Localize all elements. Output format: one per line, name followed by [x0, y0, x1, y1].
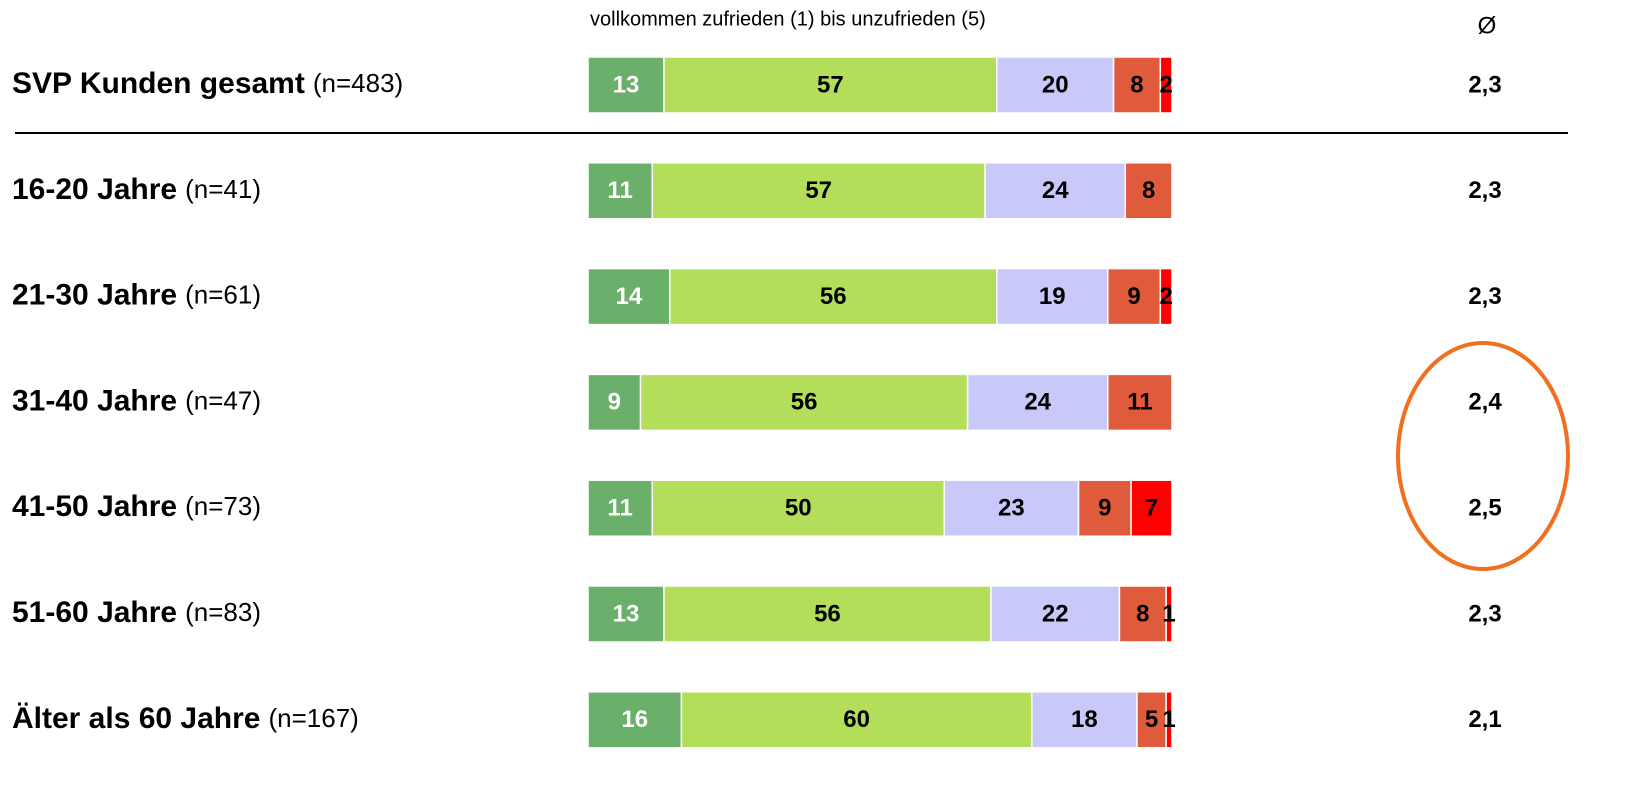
value-label: 50 [785, 495, 812, 522]
bar-segment [1159, 56, 1173, 114]
average-label: 2,3 [1468, 600, 1501, 627]
value-label: 56 [820, 283, 847, 310]
average-label: 2,3 [1468, 177, 1501, 204]
bar-segment [1165, 691, 1173, 749]
average-label: 2,3 [1468, 283, 1501, 310]
value-label: 16 [621, 706, 648, 733]
bar-segment [996, 56, 1115, 114]
value-label: 1 [1162, 600, 1175, 627]
category: 21-30 Jahre [12, 279, 177, 312]
bar-segment [1031, 691, 1138, 749]
value-label: 7 [1145, 495, 1158, 522]
value-label: 8 [1136, 600, 1149, 627]
sample-size: (n=73) [185, 491, 261, 521]
highlight-ellipse [1396, 341, 1570, 571]
bar-segment [966, 373, 1109, 432]
sample-size: (n=167) [268, 703, 358, 733]
bar-segment [990, 585, 1121, 643]
sample-size: (n=47) [185, 385, 261, 415]
value-label: 11 [1127, 389, 1152, 416]
bar-segment [1124, 162, 1173, 220]
average-label: 2,1 [1468, 706, 1501, 733]
category: 41-50 Jahre [12, 490, 177, 523]
bar-segment [984, 162, 1127, 220]
value-label: 20 [1042, 71, 1069, 98]
average-heading: Ø [1478, 12, 1497, 39]
value-label: 9 [608, 389, 621, 416]
sample-size: (n=41) [185, 174, 261, 204]
value-label: 60 [843, 706, 870, 733]
value-label: 22 [1042, 600, 1069, 627]
value-label: 2 [1159, 71, 1172, 98]
value-label: 23 [998, 495, 1025, 522]
row-label: 51-60 Jahre (n=83) [12, 596, 261, 629]
category: SVP Kunden gesamt [12, 67, 305, 100]
category: 16-20 Jahre [12, 173, 177, 206]
value-label: 9 [1127, 283, 1140, 310]
bar-segment [663, 56, 998, 114]
value-label: 11 [607, 177, 632, 204]
bar-segment [1130, 479, 1173, 537]
bar-segment [651, 162, 986, 220]
bar-segment [1107, 373, 1173, 432]
bar-segment [651, 479, 945, 537]
value-label: 5 [1145, 706, 1158, 733]
average-label: 2,4 [1468, 389, 1502, 416]
bar-segment [587, 373, 642, 432]
value-label: 57 [805, 177, 832, 204]
value-label: 14 [616, 283, 643, 310]
category: 31-40 Jahre [12, 384, 177, 417]
bar-segment [1165, 585, 1173, 643]
bar-segment [1136, 691, 1167, 749]
value-label: 56 [791, 389, 818, 416]
sample-size: (n=83) [185, 597, 261, 627]
value-label: 8 [1130, 71, 1143, 98]
bar-segment [943, 479, 1080, 537]
category: Älter als 60 Jahre [12, 702, 260, 735]
row-label: 31-40 Jahre (n=47) [12, 384, 261, 417]
value-label: 56 [814, 600, 841, 627]
sample-size: (n=483) [313, 68, 403, 98]
value-label: 19 [1039, 283, 1066, 310]
row-label: 21-30 Jahre (n=61) [12, 279, 261, 312]
subtitle: vollkommen zufrieden (1) bis unzufrieden… [590, 8, 986, 30]
bar-segment [1107, 267, 1162, 326]
value-label: 2 [1159, 283, 1172, 310]
value-label: 13 [613, 600, 640, 627]
row-label: SVP Kunden gesamt (n=483) [12, 67, 403, 100]
value-label: 8 [1142, 177, 1155, 204]
row-label: Älter als 60 Jahre (n=167) [12, 702, 359, 735]
value-label: 18 [1071, 706, 1098, 733]
average-label: 2,5 [1468, 495, 1501, 522]
value-label: 1 [1162, 706, 1175, 733]
average-label: 2,3 [1468, 71, 1501, 98]
value-label: 57 [817, 71, 844, 98]
value-label: 13 [613, 71, 640, 98]
value-label: 24 [1024, 389, 1051, 416]
value-label: 11 [607, 495, 632, 522]
bar-segment [680, 691, 1033, 749]
row-label: 16-20 Jahre (n=41) [12, 173, 261, 206]
bar-segment [587, 585, 665, 643]
value-label: 24 [1042, 177, 1069, 204]
row-label: 41-50 Jahre (n=73) [12, 490, 261, 523]
bar-segment [587, 479, 653, 537]
bar-segment [669, 267, 998, 326]
bar-segment [587, 691, 683, 749]
value-label: 9 [1098, 495, 1111, 522]
bar-segment [1077, 479, 1132, 537]
bar-segment [1159, 267, 1173, 326]
category: 51-60 Jahre [12, 596, 177, 629]
bar-segment [587, 162, 653, 220]
sample-size: (n=61) [185, 279, 261, 309]
